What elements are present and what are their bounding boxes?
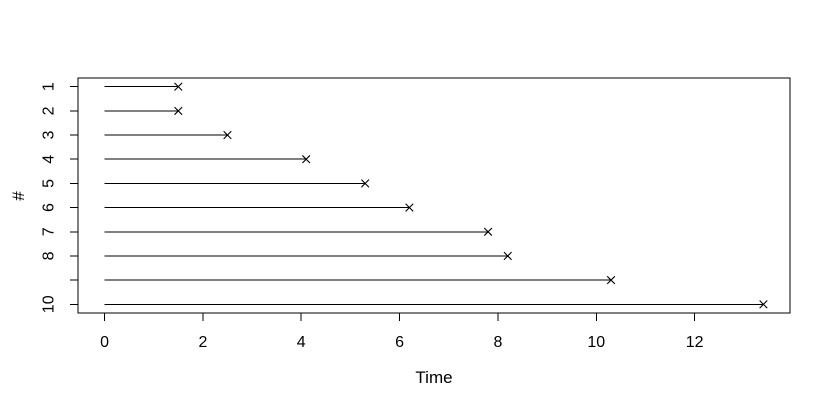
x-marker bbox=[223, 130, 232, 140]
x-marker bbox=[360, 179, 370, 188]
x-tick-label: 6 bbox=[395, 334, 404, 351]
y-tick-label: 4 bbox=[41, 155, 58, 164]
y-tick-label: 3 bbox=[41, 131, 58, 140]
x-tick-label: 0 bbox=[100, 334, 109, 351]
x-tick-label: 2 bbox=[198, 334, 207, 351]
x-tick-label: 12 bbox=[686, 334, 704, 351]
x-marker bbox=[606, 275, 616, 285]
x-tick-label: 8 bbox=[493, 334, 502, 351]
x-tick-label: 4 bbox=[297, 334, 306, 351]
y-tick-label: 2 bbox=[41, 106, 58, 115]
x-marker bbox=[759, 300, 768, 309]
y-tick-label: 1 bbox=[41, 82, 58, 91]
x-marker bbox=[503, 251, 512, 261]
y-axis-title: # bbox=[9, 191, 28, 201]
x-marker bbox=[301, 155, 311, 164]
x-marker bbox=[483, 227, 493, 236]
y-tick-label: 8 bbox=[41, 251, 58, 260]
y-tick-label: 6 bbox=[41, 203, 58, 212]
y-tick-label: 10 bbox=[41, 295, 58, 313]
x-axis-title: Time bbox=[415, 368, 452, 387]
x-marker bbox=[174, 82, 183, 91]
y-tick-label: 7 bbox=[41, 227, 58, 236]
plot-box bbox=[77, 77, 791, 314]
y-tick-label: 5 bbox=[41, 179, 58, 188]
x-marker bbox=[174, 106, 183, 116]
x-marker bbox=[405, 203, 414, 212]
x-tick-label: 10 bbox=[587, 334, 605, 351]
